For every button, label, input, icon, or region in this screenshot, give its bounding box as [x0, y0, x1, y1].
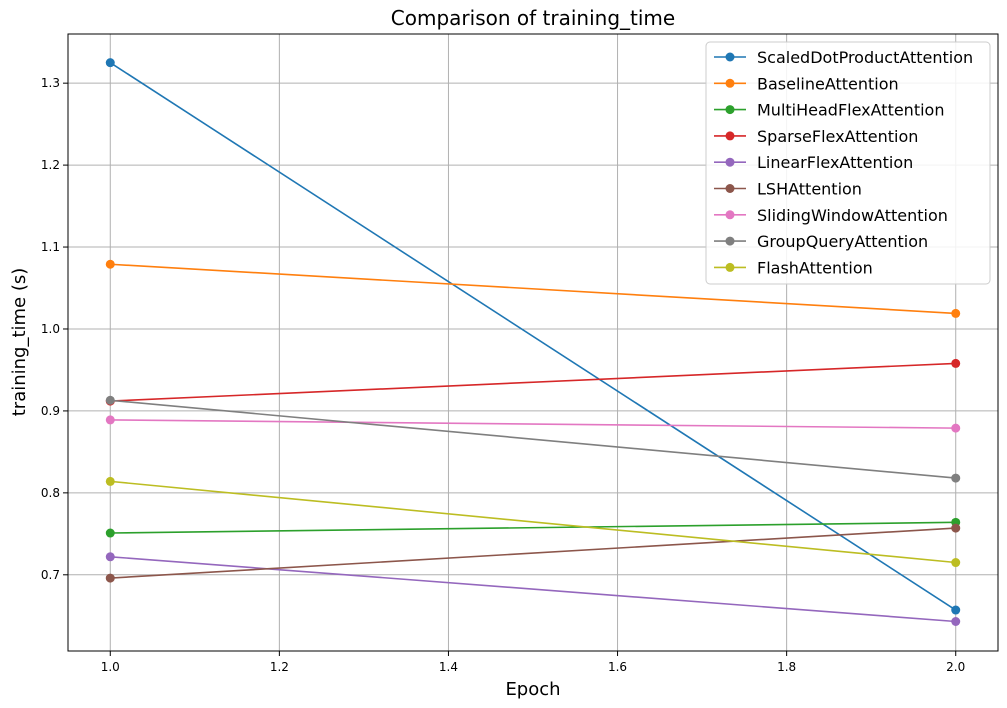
legend-box — [705, 41, 991, 285]
legend-marker — [725, 78, 735, 88]
data-point-baselineattention — [105, 259, 115, 269]
legend-marker — [725, 105, 735, 115]
legend-marker — [725, 236, 735, 246]
data-point-groupqueryattention — [105, 395, 115, 405]
legend-label: GroupQueryAttention — [757, 232, 928, 251]
y-tick-label: 1.1 — [41, 240, 60, 254]
legend-marker — [725, 210, 735, 220]
data-point-flashattention — [105, 476, 115, 486]
series-line-flashattention — [110, 480, 956, 564]
data-point-scaleddotproductattention — [105, 58, 115, 68]
legend-label: LinearFlexAttention — [757, 153, 913, 172]
x-tick-label: 1.2 — [270, 660, 289, 674]
y-tick-label: 1.3 — [41, 76, 60, 90]
legend-label: SlidingWindowAttention — [757, 206, 948, 225]
plot-frame — [67, 33, 999, 652]
x-tick-label: 2.0 — [946, 660, 965, 674]
data-point-sparseflexattention — [951, 358, 961, 368]
data-point-baselineattention — [951, 308, 961, 318]
data-point-lshattention — [951, 523, 961, 533]
legend-label: BaselineAttention — [757, 74, 899, 93]
legend-label: SparseFlexAttention — [757, 127, 918, 146]
series-line-baselineattention — [110, 263, 956, 315]
y-tick-label: 0.7 — [41, 568, 60, 582]
x-tick-label: 1.4 — [439, 660, 458, 674]
series-line-sparseflexattention — [110, 362, 956, 402]
data-point-lshattention — [105, 573, 115, 583]
y-tick-label: 1.0 — [41, 322, 60, 336]
x-tick-label: 1.0 — [101, 660, 120, 674]
x-axis-label: Epoch — [505, 679, 560, 700]
series-line-linearflexattention — [110, 555, 956, 623]
data-point-slidingwindowattention — [105, 415, 115, 425]
y-tick-label: 1.2 — [41, 158, 60, 172]
legend-marker — [725, 131, 735, 141]
legend-marker — [725, 52, 735, 62]
y-axis-label: training_time (s) — [9, 268, 30, 417]
legend-marker — [725, 184, 735, 193]
chart-title: Comparison of training_time — [391, 6, 675, 30]
data-point-linearflexattention — [105, 552, 115, 562]
y-tick-label: 0.8 — [41, 486, 60, 500]
series-line-multiheadflexattention — [110, 521, 956, 534]
data-point-flashattention — [951, 558, 961, 568]
series-line-slidingwindowattention — [110, 419, 956, 429]
legend-label: FlashAttention — [757, 258, 873, 277]
series-line-groupqueryattention — [110, 399, 956, 479]
data-point-scaleddotproductattention — [951, 605, 961, 615]
data-point-linearflexattention — [951, 617, 961, 627]
legend-marker — [725, 157, 735, 167]
legend-label: ScaledDotProductAttention — [757, 48, 973, 67]
x-tick-label: 1.8 — [777, 660, 796, 674]
data-point-slidingwindowattention — [951, 423, 961, 433]
series-group — [105, 58, 961, 627]
legend-label: LSHAttention — [757, 180, 862, 199]
series-line-scaleddotproductattention — [109, 62, 957, 611]
series-line-lshattention — [110, 527, 956, 579]
legend: ScaledDotProductAttention BaselineAttenti… — [705, 41, 991, 285]
legend-label: MultiHeadFlexAttention — [757, 101, 944, 120]
x-tick-label: 1.6 — [608, 660, 627, 674]
data-point-groupqueryattention — [951, 473, 961, 483]
axis-ticks: 1.0 1.2 1.4 1.6 1.8 2.0 0.7 0.8 0.9 1.0 1.1 1.2 1.3 — [41, 76, 965, 674]
data-point-multiheadflexattention — [105, 528, 115, 538]
legend-marker — [725, 262, 735, 272]
y-tick-label: 0.9 — [41, 404, 60, 418]
